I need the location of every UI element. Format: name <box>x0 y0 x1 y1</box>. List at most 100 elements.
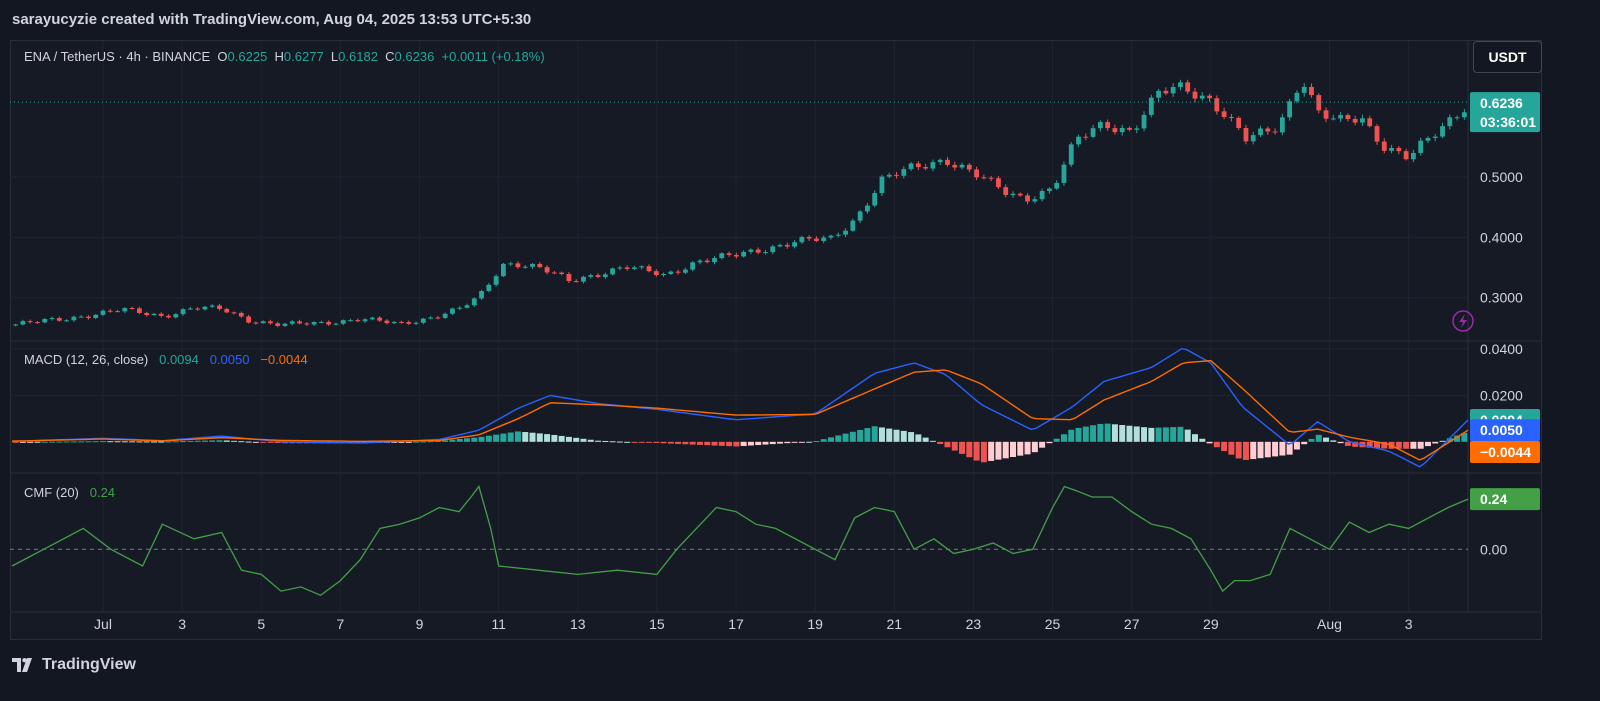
candle-body <box>13 324 19 326</box>
candle-body <box>792 242 797 247</box>
candle-body <box>508 263 514 265</box>
macd-histogram-bar <box>1454 435 1461 442</box>
tradingview-logo[interactable]: TradingView <box>12 656 136 674</box>
candle-body <box>1352 119 1358 123</box>
macd-histogram-bar <box>893 429 900 442</box>
candle-body <box>282 323 288 326</box>
candle-body <box>1068 144 1074 165</box>
chart-frame[interactable] <box>10 40 1542 640</box>
cmf-title[interactable]: CMF (20) <box>24 485 79 500</box>
price-tick-label: 0.5000 <box>1480 169 1523 185</box>
footer <box>0 646 1600 701</box>
candle-body <box>1309 86 1314 96</box>
macd-histogram-bar <box>900 430 907 442</box>
candle-body <box>755 249 761 253</box>
candle-body <box>1323 110 1329 119</box>
macd-histogram-bar <box>1461 432 1468 442</box>
candle-body <box>1440 126 1445 137</box>
candle-body <box>930 162 936 169</box>
macd-histogram-bar <box>529 432 536 442</box>
macd-histogram-bar <box>267 441 274 443</box>
candle-body <box>158 313 164 316</box>
candle-body <box>471 298 477 306</box>
x-tick-label: 3 <box>178 616 186 632</box>
candle-body <box>602 274 608 278</box>
macd-histogram-bar <box>223 440 230 442</box>
candle-body <box>763 252 768 254</box>
candle-body <box>784 244 790 247</box>
candle-body <box>486 284 492 292</box>
candle-body <box>377 317 383 321</box>
macd-histogram-bar <box>646 441 652 443</box>
macd-histogram-bar <box>973 441 980 461</box>
macd-histogram-bar <box>966 441 973 458</box>
macd-histogram-bar <box>1395 441 1402 449</box>
candle-body <box>923 167 929 169</box>
low-label: L <box>330 49 339 64</box>
macd-histogram-bar <box>1272 441 1279 457</box>
macd-histogram-bar <box>711 441 718 446</box>
candle-body <box>187 308 193 310</box>
macd-histogram-bar <box>1060 434 1067 442</box>
macd-histogram-bar <box>150 441 157 443</box>
macd-histogram-bar <box>514 431 521 442</box>
macd-histogram-bar <box>1221 441 1228 451</box>
macd-histogram-bar <box>143 441 150 443</box>
cmf-value: 0.24 <box>89 485 116 500</box>
currency-button[interactable]: USDT <box>1473 41 1542 73</box>
macd-histogram-bar <box>165 441 172 443</box>
candle-body <box>515 263 521 268</box>
candle-body <box>56 318 62 321</box>
candle-body <box>974 169 979 178</box>
macd-histogram-bar <box>19 441 26 443</box>
macd-histogram-bar <box>1111 424 1118 442</box>
macd-histogram-bar <box>1242 441 1249 460</box>
candle-body <box>479 291 484 299</box>
chart-credit: sarayucyzie created with TradingView.com… <box>12 11 532 28</box>
candle-body <box>835 234 841 236</box>
macd-histogram-bar <box>587 439 594 442</box>
price-tick-label: 0.4000 <box>1480 229 1523 245</box>
countdown-text: 03:36:01 <box>1480 114 1536 130</box>
candle-body <box>442 313 448 318</box>
candle-body <box>195 308 201 310</box>
macd-tick-label: 0.0200 <box>1480 387 1523 403</box>
macd-histogram-bar <box>536 433 543 442</box>
candle-body <box>1185 82 1191 92</box>
macd-histogram-bar <box>405 441 412 443</box>
x-tick-label: Jul <box>94 616 112 632</box>
macd-legend[interactable]: MACD (12, 26, close) 0.0094 0.0050 −0.00… <box>24 352 308 367</box>
cmf-legend[interactable]: CMF (20) 0.24 <box>24 485 115 500</box>
macd-tick-label: 0.0400 <box>1480 341 1523 357</box>
candle-body <box>966 164 972 170</box>
macd-title[interactable]: MACD (12, 26, close) <box>24 352 149 367</box>
price-legend[interactable]: ENA / TetherUS · 4h · BINANCE O0.6225 H0… <box>24 49 545 64</box>
macd-histogram-bar <box>1417 441 1424 449</box>
macd-histogram-bar <box>1199 438 1206 442</box>
candle-body <box>217 305 222 309</box>
macd-histogram-bar <box>1446 438 1453 442</box>
symbol-title[interactable]: ENA / TetherUS · 4h · BINANCE <box>24 49 211 64</box>
candle-body <box>573 281 579 283</box>
candle-body <box>93 314 99 319</box>
macd-histogram-bar <box>136 441 143 443</box>
candle-body <box>333 323 339 325</box>
candle-body <box>981 177 987 179</box>
candle-body <box>246 316 251 323</box>
candle-body <box>1119 127 1125 133</box>
macd-histogram-bar <box>1104 423 1111 442</box>
macd-histogram-bar <box>784 441 791 444</box>
candle-body <box>1141 114 1147 129</box>
cmf-tick-label: 0.00 <box>1480 541 1507 557</box>
candle-body <box>653 271 659 276</box>
candle-body <box>1330 118 1336 120</box>
candle-body <box>1229 117 1234 119</box>
macd-histogram-bar <box>959 441 966 454</box>
macd-histogram-bar <box>747 441 754 446</box>
open-label: O <box>217 49 228 64</box>
macd-histogram-bar <box>252 441 259 443</box>
macd-histogram-bar <box>769 441 776 445</box>
price-tick-label: 0.3000 <box>1480 290 1523 306</box>
macd-histogram-bar <box>1228 441 1235 455</box>
